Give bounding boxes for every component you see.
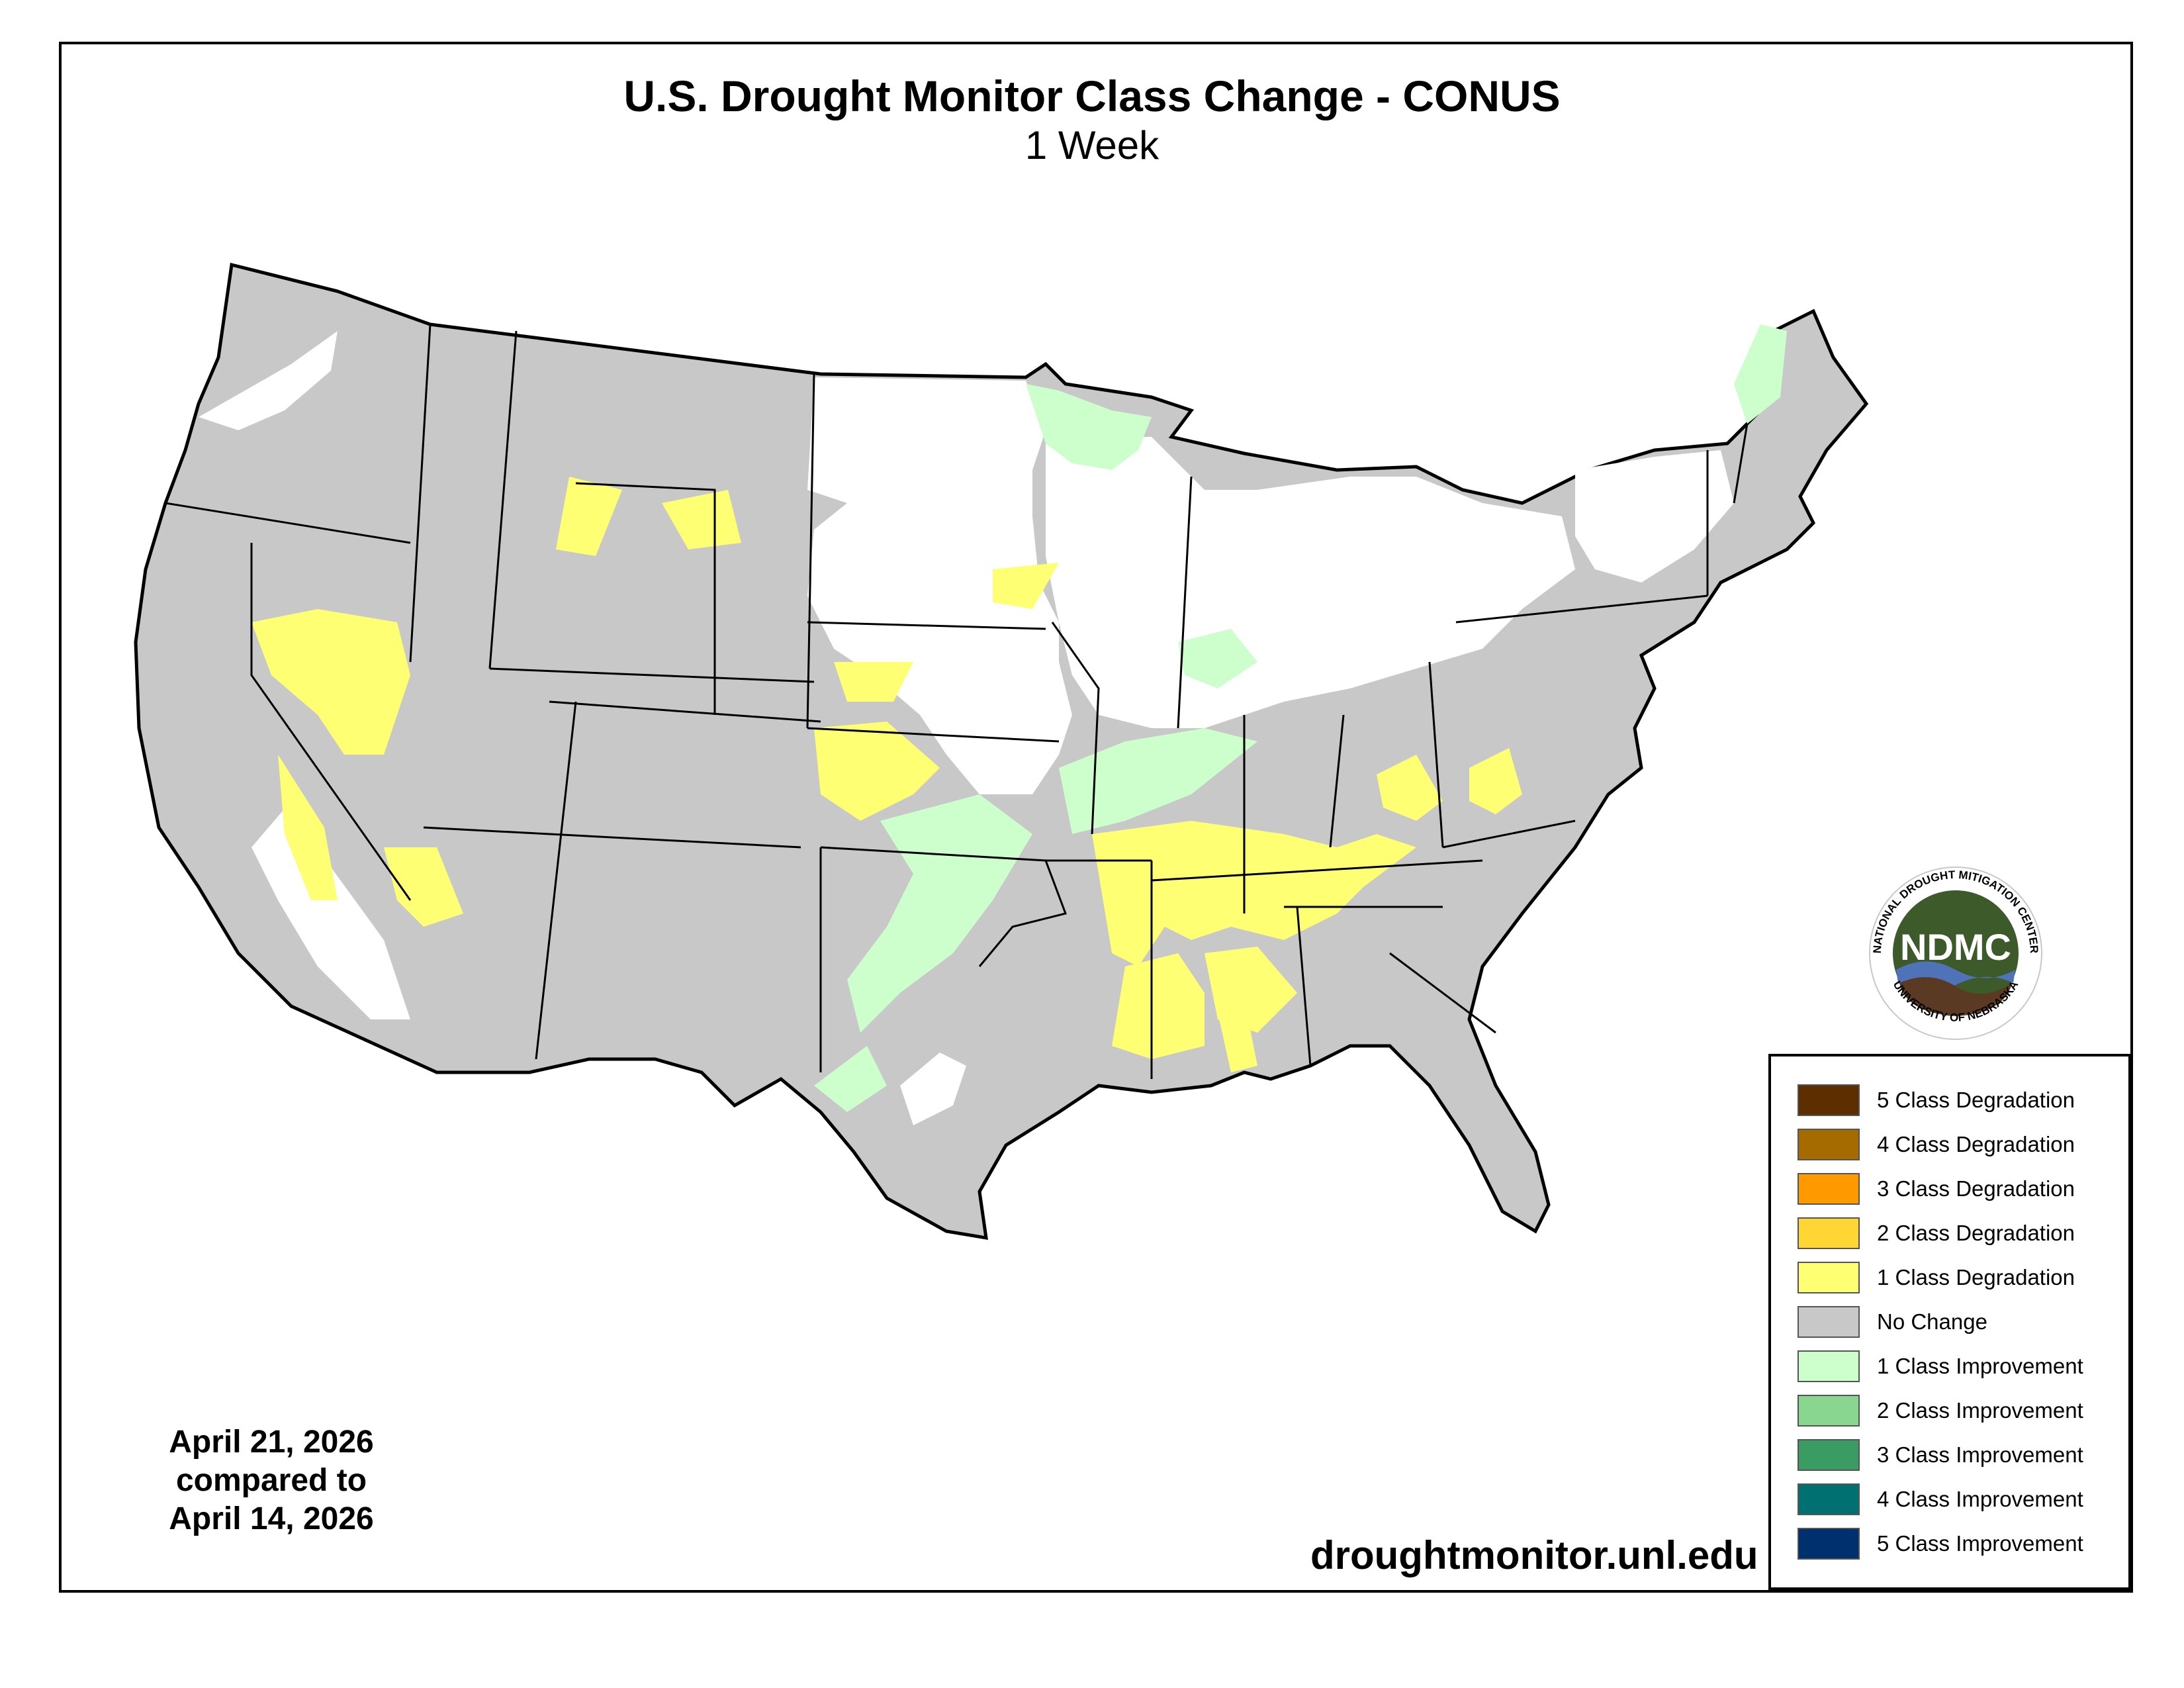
legend-item: 2 Class Degradation	[1797, 1216, 2075, 1250]
legend-label: 5 Class Improvement	[1877, 1531, 2083, 1556]
legend-swatch	[1797, 1084, 1860, 1116]
improvement-regions	[814, 324, 1787, 1112]
legend-label: No Change	[1877, 1309, 1987, 1334]
legend-swatch	[1797, 1217, 1860, 1249]
legend-swatch	[1797, 1306, 1860, 1338]
legend-item: 3 Class Degradation	[1797, 1172, 2075, 1206]
legend-item: No Change	[1797, 1305, 1987, 1339]
date-current: April 21, 2026	[169, 1425, 374, 1460]
legend-label: 2 Class Degradation	[1877, 1221, 2075, 1245]
degradation-regions	[251, 477, 1522, 1072]
white-regions	[199, 331, 1734, 1125]
conus-map	[134, 262, 1869, 1241]
legend-item: 2 Class Improvement	[1797, 1393, 2083, 1428]
legend-label: 4 Class Improvement	[1877, 1487, 2083, 1511]
legend-swatch	[1797, 1262, 1860, 1293]
legend-swatch	[1797, 1528, 1860, 1560]
legend-label: 4 Class Degradation	[1877, 1132, 2075, 1156]
ndmc-logo: NDMC NATIONAL DROUGHT MITIGATION CENTER …	[1869, 867, 2042, 1040]
legend-item: 1 Class Degradation	[1797, 1260, 2075, 1295]
state-boundaries	[165, 324, 1749, 1079]
legend-item: 4 Class Degradation	[1797, 1127, 2075, 1162]
legend-swatch	[1797, 1483, 1860, 1515]
source-url: droughtmonitor.unl.edu	[1310, 1533, 1758, 1577]
legend-label: 3 Class Improvement	[1877, 1442, 2083, 1467]
map-title: U.S. Drought Monitor Class Change - CONU…	[623, 71, 1561, 120]
legend-label: 1 Class Improvement	[1877, 1354, 2083, 1378]
legend-label: 3 Class Degradation	[1877, 1176, 2075, 1201]
legend-swatch	[1797, 1129, 1860, 1160]
logo-text: NDMC	[1900, 926, 2011, 968]
legend-item: 3 Class Improvement	[1797, 1438, 2083, 1472]
date-previous: April 14, 2026	[169, 1501, 374, 1536]
legend-swatch	[1797, 1350, 1860, 1382]
legend-label: 1 Class Degradation	[1877, 1265, 2075, 1289]
legend-swatch	[1797, 1439, 1860, 1471]
legend-swatch	[1797, 1395, 1860, 1427]
legend-label: 2 Class Improvement	[1877, 1398, 2083, 1423]
date-note: April 21, 2026 compared to April 14, 202…	[132, 1423, 410, 1538]
map-subtitle: 1 Week	[1024, 123, 1160, 167]
legend-swatch	[1797, 1173, 1860, 1205]
logo-earth-band	[1899, 977, 2012, 1016]
legend-label: 5 Class Degradation	[1877, 1088, 2075, 1112]
legend-item: 4 Class Improvement	[1797, 1482, 2083, 1517]
legend-item: 1 Class Improvement	[1797, 1349, 2083, 1383]
legend: 5 Class Degradation 4 Class Degradation 3 …	[1768, 1054, 2131, 1590]
date-compared-to: compared to	[175, 1463, 367, 1498]
legend-item: 5 Class Improvement	[1797, 1526, 2083, 1561]
legend-item: 5 Class Degradation	[1797, 1083, 2075, 1117]
